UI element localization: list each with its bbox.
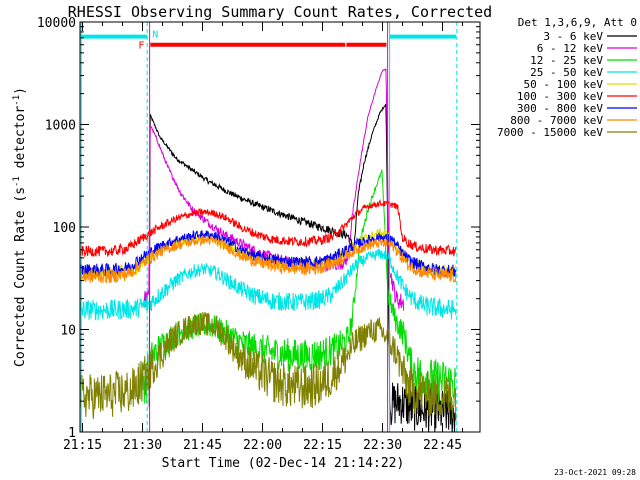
chart-title: RHESSI Observing Summary Count Rates, Co… (68, 3, 492, 21)
x-tick-label-2: 21:30 (123, 438, 162, 453)
y-axis-label: Corrected Count Rate (s-1 detector-1) (12, 87, 28, 367)
y-tick-label-2: 10 (60, 324, 76, 339)
series-line-4 (80, 248, 457, 321)
legend-label-6: 100 - 300 keV (517, 90, 603, 103)
legend-label-9: 7000 - 15000 keV (497, 126, 603, 139)
y-tick-label-5: 10000 (37, 16, 76, 31)
x-tick-label-4: 22:00 (243, 438, 282, 453)
legend-label-2: 6 - 12 keV (537, 42, 604, 55)
x-tick-label-3: 21:45 (183, 438, 222, 453)
series-line-1 (148, 103, 457, 432)
x-tick-label-5: 22:15 (303, 438, 342, 453)
flag-label-N: N (152, 30, 158, 41)
series-line-9 (80, 311, 457, 420)
x-tick-label-6: 22:30 (363, 438, 402, 453)
footer-date: 23-Oct-2021 09:28 (554, 468, 636, 477)
series-line-7 (80, 229, 457, 278)
legend-header: Det 1,3,6,9, Att 0 (518, 16, 637, 29)
y-axis-label-sup1: -1 (12, 176, 22, 187)
x-axis-label: Start Time (02-Dec-14 21:14:22) (162, 456, 405, 471)
y-tick-label-3: 100 (53, 221, 76, 236)
x-tick-label-1: 21:15 (63, 438, 102, 453)
legend-label-1: 3 - 6 keV (543, 30, 603, 43)
x-tick-label-7: 22:45 (423, 438, 462, 453)
y-axis-label-sup2: -1 (12, 95, 22, 106)
series-line-8 (80, 234, 457, 284)
series-line-6 (80, 198, 457, 258)
y-tick-label-4: 1000 (45, 119, 76, 134)
legend-label-5: 50 - 100 keV (524, 78, 604, 91)
axis-layer: 1 10 100 1000 10000 21:15 21:30 21:45 22:00 22:15… (37, 16, 480, 453)
legend-label-4: 25 - 50 keV (530, 66, 603, 79)
y-axis-label-end: ) (13, 87, 28, 95)
legend-label-8: 800 - 7000 keV (510, 114, 603, 127)
flag-label-F: F (138, 41, 144, 52)
y-axis-label-main: Corrected Count Rate (s (13, 187, 28, 367)
series-layer (80, 68, 457, 432)
y-tick-label-1: 1 (68, 426, 76, 441)
legend-label-3: 12 - 25 keV (530, 54, 603, 67)
y-axis-label-mid: detector (13, 106, 28, 177)
legend-label-7: 300 - 800 keV (517, 102, 603, 115)
